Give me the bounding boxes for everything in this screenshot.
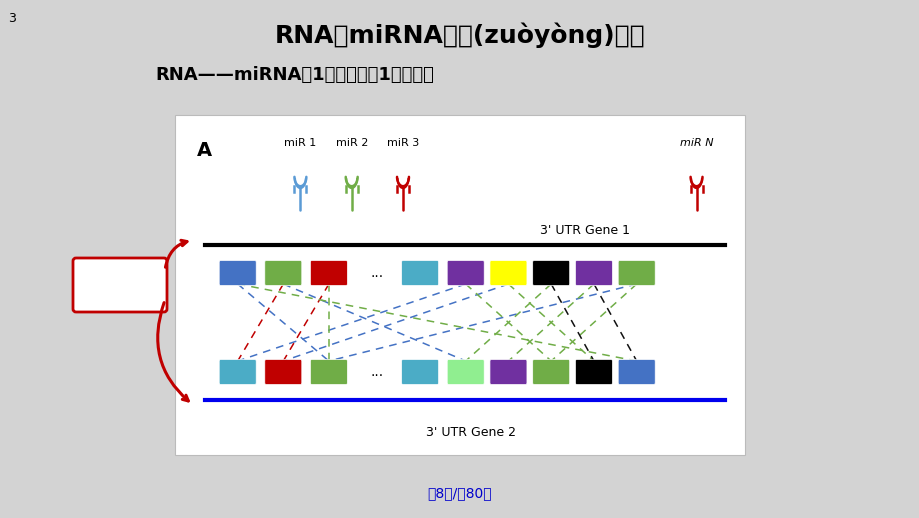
FancyBboxPatch shape <box>618 261 654 285</box>
FancyBboxPatch shape <box>265 261 301 285</box>
FancyBboxPatch shape <box>310 359 347 384</box>
Text: A: A <box>197 140 212 160</box>
FancyBboxPatch shape <box>219 261 255 285</box>
Text: miR 3: miR 3 <box>387 138 419 148</box>
Text: RNA和miRNA作用(zuòyòng)方式: RNA和miRNA作用(zuòyòng)方式 <box>275 22 644 48</box>
FancyBboxPatch shape <box>490 359 527 384</box>
Text: miR 1: miR 1 <box>284 138 316 148</box>
FancyBboxPatch shape <box>402 261 438 285</box>
Text: 3: 3 <box>8 12 16 25</box>
FancyBboxPatch shape <box>574 261 612 285</box>
Text: 3' UTR Gene 1: 3' UTR Gene 1 <box>539 223 630 237</box>
Text: miR 2: miR 2 <box>335 138 368 148</box>
Text: ...: ... <box>370 365 383 379</box>
Text: 3' UTR Gene 2: 3' UTR Gene 2 <box>425 426 516 439</box>
FancyBboxPatch shape <box>574 359 612 384</box>
FancyBboxPatch shape <box>447 359 483 384</box>
FancyBboxPatch shape <box>265 359 301 384</box>
FancyBboxPatch shape <box>532 261 569 285</box>
FancyBboxPatch shape <box>219 359 255 384</box>
FancyBboxPatch shape <box>447 261 483 285</box>
FancyBboxPatch shape <box>490 261 527 285</box>
FancyBboxPatch shape <box>532 359 569 384</box>
FancyBboxPatch shape <box>402 359 438 384</box>
Text: RNA——miRNA：1对多；多对1；多对多: RNA——miRNA：1对多；多对1；多对多 <box>154 66 434 84</box>
Text: miR N: miR N <box>679 138 712 148</box>
FancyBboxPatch shape <box>73 258 167 312</box>
FancyBboxPatch shape <box>310 261 347 285</box>
Text: 第8页/全80页: 第8页/全80页 <box>427 486 492 500</box>
Text: Sponge
Modulation: Sponge Modulation <box>81 271 159 299</box>
FancyBboxPatch shape <box>618 359 654 384</box>
FancyBboxPatch shape <box>175 115 744 455</box>
Text: ...: ... <box>370 266 383 280</box>
